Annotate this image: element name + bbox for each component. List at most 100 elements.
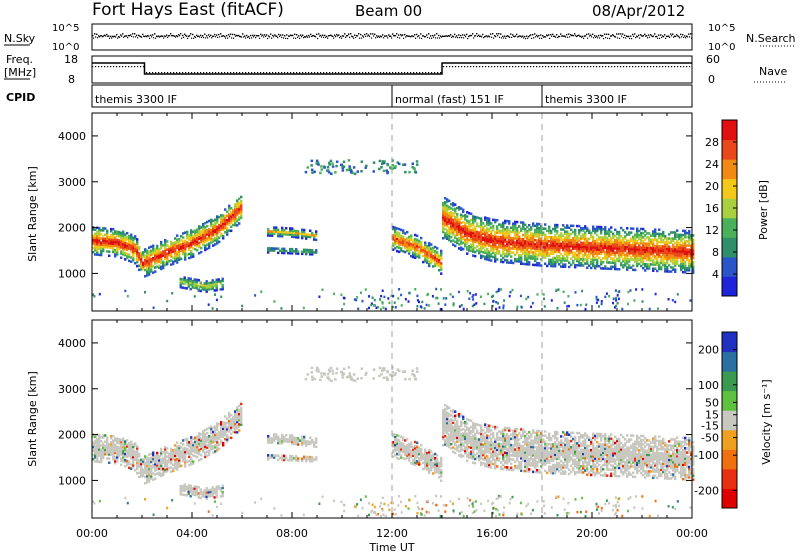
power-cell	[320, 168, 323, 171]
power-cell	[142, 261, 145, 264]
power-cell	[394, 306, 397, 309]
power-cell	[486, 221, 489, 224]
power-cell	[554, 244, 557, 247]
power-cell	[462, 235, 465, 238]
power-cell	[548, 231, 551, 235]
power-cell	[610, 253, 613, 256]
power-cell	[584, 227, 587, 230]
power-cell	[640, 231, 643, 235]
power-cell	[176, 257, 179, 260]
power-cell	[608, 230, 611, 233]
power-cell	[418, 254, 421, 257]
power-cell	[514, 228, 517, 232]
power-cell	[452, 202, 455, 205]
power-cell	[450, 219, 453, 222]
power-cell	[564, 244, 567, 248]
velocity-cell	[124, 452, 127, 456]
power-cell	[380, 166, 383, 169]
nsearch-point	[547, 35, 549, 37]
power-cell	[496, 219, 499, 222]
power-cell	[154, 249, 157, 253]
nsearch-point	[219, 36, 221, 38]
nsky-point	[174, 35, 176, 37]
power-cell	[474, 293, 477, 296]
nave-point	[302, 72, 304, 74]
velocity-cell	[204, 443, 207, 446]
velocity-cell	[206, 450, 209, 453]
nsky-point	[274, 34, 276, 36]
power-cell	[689, 299, 692, 302]
velocity-cell	[204, 433, 207, 436]
power-cell	[572, 239, 575, 242]
power-cell	[692, 240, 695, 243]
power-cell	[684, 246, 687, 249]
power-cell	[301, 230, 304, 234]
power-cell	[482, 244, 485, 248]
power-cell	[118, 231, 121, 234]
power-cell	[636, 233, 639, 237]
velocity-cell	[106, 457, 109, 460]
power-cell	[654, 234, 657, 237]
velocity-cell	[226, 438, 229, 441]
power-cell	[532, 236, 535, 240]
power-cell	[174, 259, 177, 263]
power-cell	[580, 264, 583, 267]
power-cell	[531, 301, 534, 305]
nsky-point	[220, 33, 222, 35]
power-cell	[518, 241, 521, 245]
power-cell	[361, 299, 364, 303]
power-cell	[556, 238, 559, 241]
power-cell	[526, 258, 529, 262]
power-cell	[500, 223, 503, 226]
power-cell	[140, 253, 143, 257]
power-cell	[656, 245, 659, 248]
power-cell	[506, 234, 509, 237]
nsearch-point	[491, 36, 493, 38]
power-cell	[578, 224, 581, 228]
power-cell	[444, 217, 447, 221]
velocity-cell	[128, 460, 131, 463]
power-cell	[680, 258, 683, 261]
velocity-cell	[295, 438, 298, 442]
velocity-cell	[293, 442, 296, 446]
nsky-point	[290, 34, 292, 36]
velocity-cell	[190, 450, 193, 454]
velocity-cell	[128, 450, 131, 453]
nave-point	[359, 72, 361, 74]
power-cell	[400, 236, 403, 240]
nsky-point	[666, 35, 668, 38]
velocity-cell	[273, 437, 276, 440]
nsearch-point	[455, 36, 457, 38]
power-cell	[640, 240, 643, 243]
power-cell	[315, 230, 318, 233]
power-cell	[530, 228, 533, 231]
power-cell	[638, 244, 641, 247]
power-cell	[114, 253, 117, 256]
velocity-cell	[236, 412, 239, 416]
power-cell	[614, 251, 617, 254]
power-cell	[468, 249, 471, 252]
power-cell	[430, 247, 433, 250]
power-cell	[416, 246, 419, 250]
power-cell	[562, 244, 565, 248]
power-cell	[568, 243, 571, 246]
nsearch-point	[599, 37, 601, 39]
power-cell	[281, 249, 284, 253]
nsearch-point	[447, 35, 449, 37]
velocity-cell	[134, 450, 137, 453]
power-cell	[584, 237, 587, 240]
nave-point	[491, 66, 493, 68]
nsearch-point	[355, 36, 357, 38]
power-cell	[686, 267, 689, 270]
power-cell	[100, 237, 103, 240]
power-cell	[548, 235, 551, 239]
power-cell	[204, 246, 207, 250]
power-cell	[186, 236, 189, 240]
power-cell	[640, 264, 643, 268]
power-cell	[652, 269, 655, 272]
power-cell	[462, 214, 465, 218]
power-cell	[508, 294, 511, 298]
velocity-cell	[240, 406, 243, 410]
power-cell	[548, 254, 551, 257]
nsearch-point	[451, 36, 453, 38]
